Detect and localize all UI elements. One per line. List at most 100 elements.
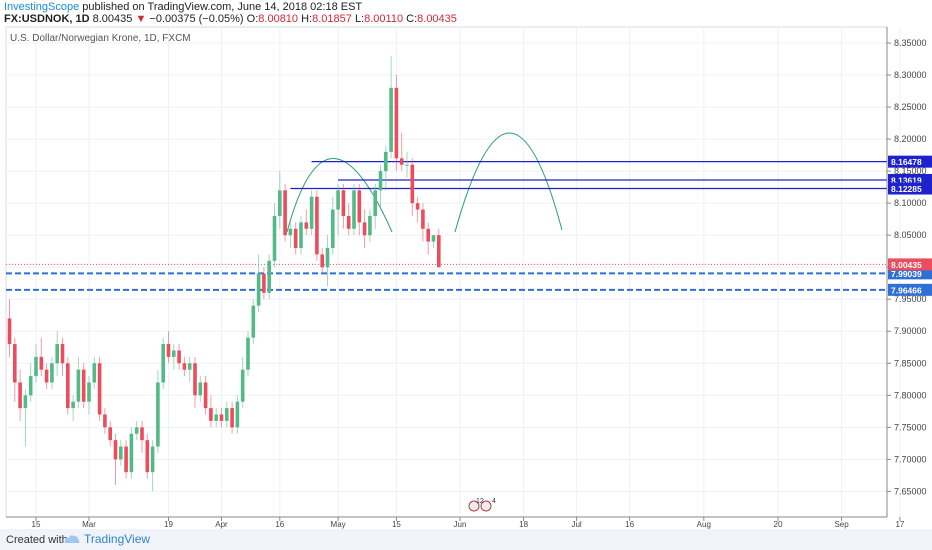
right-shoulder-arc [454,132,563,233]
candle-body [272,215,277,261]
time-axis: 15Mar19Apr16May15Jun18Jul16Aug20Sep17Oct [6,516,905,529]
published-text: published on TradingView.com, June 14, 2… [79,1,363,13]
candle-body [421,209,425,229]
candle-body [198,382,203,396]
candle-body [384,151,388,172]
x-tick-label: Mar [82,520,96,529]
y-tick-label: 8.35000 [894,38,927,48]
tradingview-brand: TradingView [84,532,151,546]
candle-body [362,222,367,236]
x-tick-label: Aug [697,520,711,529]
candle-body [288,228,293,236]
x-tick-label: 19 [164,520,173,529]
open-label: O: [246,13,259,25]
candle-body [76,369,81,402]
candle-body [299,222,303,248]
x-tick-label: 15 [392,520,401,529]
candle-body [60,344,65,364]
candle-body [187,363,192,370]
candle-body [399,158,404,165]
candles [7,55,441,492]
candle-body [108,427,112,441]
candle-body [172,350,176,357]
event-count-12: 12 [476,498,484,505]
y-tick-label: 7.90000 [894,326,927,336]
candle-body [378,171,383,191]
y-tick-label: 7.95000 [894,294,927,304]
candle-body [246,337,250,370]
tradingview-logo[interactable]: TradingView [64,532,150,546]
candle-body [150,446,155,473]
flag-us-icon[interactable] [468,500,480,512]
candle-body [18,382,22,409]
candle-body [140,427,144,441]
candle-body [177,350,181,364]
price-change: −0.00375 (−0.05%) [149,13,244,25]
y-tick-label: 7.75000 [894,422,927,432]
candle-body [331,209,335,248]
candle-body [304,222,309,229]
candle-body [256,273,261,306]
candle-body [293,228,298,248]
x-tick-label: 16 [275,520,284,529]
candle-body [309,196,314,229]
footer-bar: Created with TradingView [0,529,932,550]
candle-body [336,190,340,210]
close-value: 8.00435 [417,13,457,25]
candle-body [145,440,150,473]
x-tick-label: Jul [571,520,581,529]
candle-body [225,408,229,421]
candle-body [39,356,44,370]
candle-body [325,247,330,268]
candle-body [66,363,70,409]
support-label-bg [888,283,932,296]
candle-body [103,414,107,428]
support-label: 7.99039 [891,269,922,279]
y-tick-label: 7.65000 [894,486,927,496]
candle-body [209,408,213,421]
candle-body [346,215,351,229]
candle-body [156,382,160,447]
chart-title: U.S. Dollar/Norwegian Krone, 1D, FXCM [10,33,191,44]
candle-body [415,203,420,210]
candle-body [23,395,28,409]
support-label: 7.96466 [891,285,922,295]
candle-body [251,305,256,338]
event-markers: 12 4 [468,498,496,512]
candle-body [410,164,415,204]
x-tick-label: Sep [834,520,849,529]
level-lines [6,161,887,291]
low-label: L: [354,13,365,25]
flag-us-icon-2[interactable] [480,500,492,512]
candle-body [235,401,240,428]
candle-body [166,344,171,357]
candle-body [13,344,17,383]
candle-body [283,190,287,236]
y-tick-label: 8.20000 [894,134,927,144]
candle-body [161,344,165,383]
candle-body [193,363,197,396]
last-price-label-bg [888,258,932,271]
ohlc-line: FX:USDNOK, 1D 8.00435 ▼ −0.00375 (−0.05%… [4,13,924,25]
x-tick-label: 15 [32,520,41,529]
y-tick-label: 7.85000 [894,358,927,368]
price-axis: 7.65000 7.70000 7.75000 7.80000 7.85000 7.900… [886,27,932,517]
candle-body [426,228,430,242]
candle-body [262,273,266,293]
candle-body [373,190,377,216]
level-label: 8.13619 [891,175,922,185]
y-tick-label: 8.05000 [894,230,927,240]
y-tick-label: 8.25000 [894,102,927,112]
candle-body [71,401,75,409]
candle-body [7,318,12,345]
candle-body [28,376,33,396]
symbol-label: FX:USDNOK, 1D [4,13,90,25]
candle-body [431,235,436,242]
high-value: 8.01857 [312,13,352,25]
x-tick-label: 16 [625,520,634,529]
publisher-link[interactable]: InvestingScope [4,1,80,13]
high-label: H: [301,13,313,25]
open-value: 8.00810 [258,13,299,25]
candle-body [278,190,282,216]
